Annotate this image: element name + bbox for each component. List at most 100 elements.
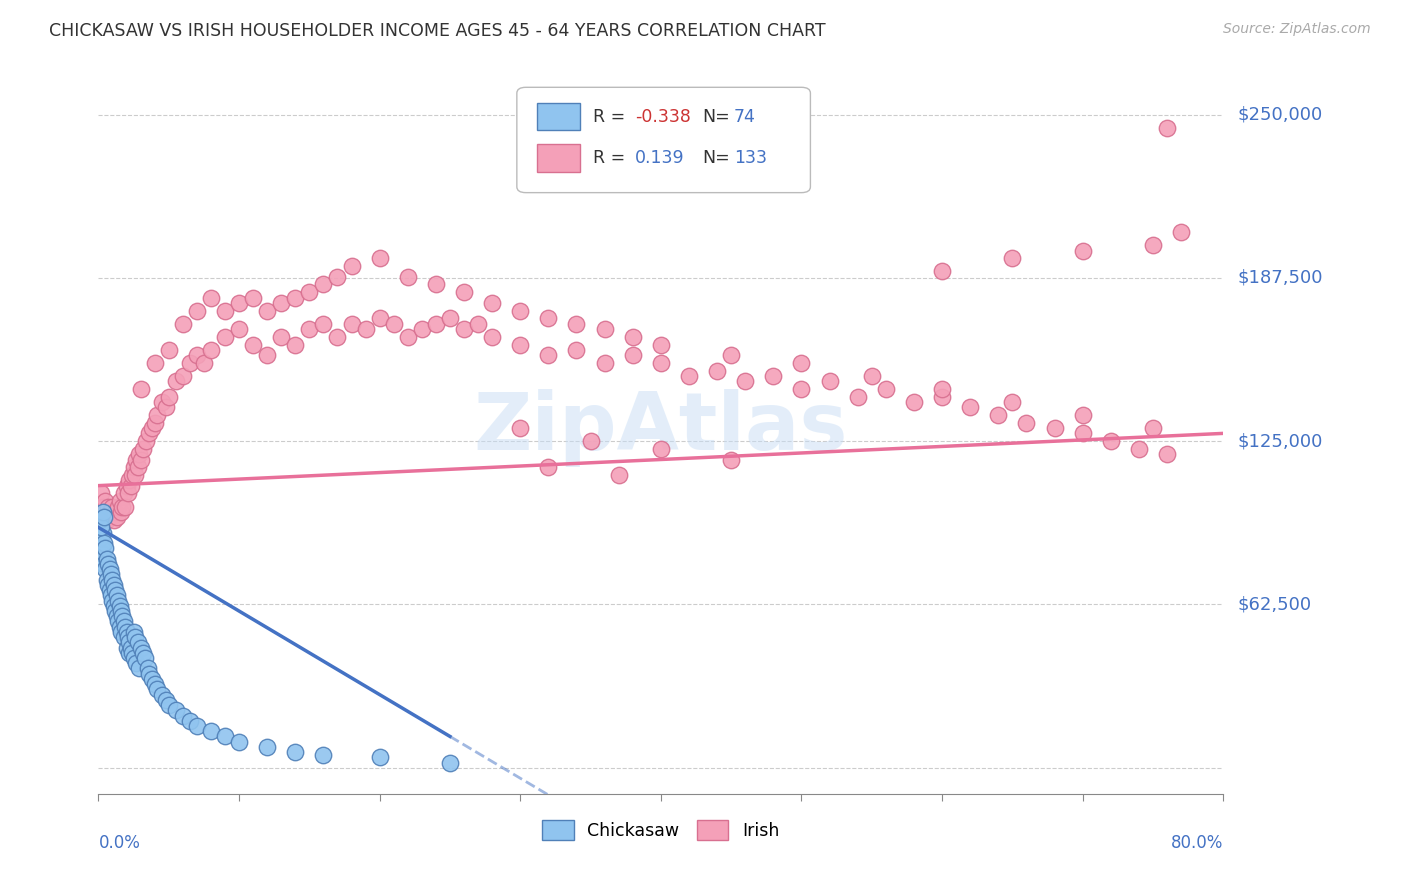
Point bbox=[125, 452, 148, 467]
Point bbox=[186, 303, 208, 318]
Point bbox=[734, 374, 756, 388]
Point bbox=[122, 651, 145, 665]
Point bbox=[100, 567, 122, 582]
Point bbox=[172, 368, 194, 383]
Point bbox=[242, 337, 264, 351]
Point bbox=[425, 317, 447, 331]
Point bbox=[509, 421, 531, 435]
Point bbox=[270, 330, 292, 344]
Point bbox=[128, 447, 150, 461]
Point bbox=[121, 646, 143, 660]
Point bbox=[112, 486, 135, 500]
Point bbox=[214, 330, 236, 344]
Point bbox=[101, 593, 124, 607]
Point bbox=[312, 317, 335, 331]
Legend: Chickasaw, Irish: Chickasaw, Irish bbox=[536, 814, 786, 847]
Point bbox=[155, 693, 177, 707]
Point bbox=[165, 374, 187, 388]
Point bbox=[120, 640, 142, 655]
Point bbox=[579, 434, 602, 449]
Point bbox=[111, 609, 134, 624]
Point bbox=[134, 651, 156, 665]
Point bbox=[1001, 395, 1024, 409]
Point bbox=[228, 295, 250, 310]
Point bbox=[790, 382, 813, 396]
Point bbox=[720, 348, 742, 362]
Point bbox=[157, 343, 180, 357]
Point bbox=[1156, 447, 1178, 461]
Point bbox=[136, 661, 159, 675]
Point bbox=[120, 478, 142, 492]
Point bbox=[678, 368, 700, 383]
Point bbox=[720, 452, 742, 467]
Bar bbox=[537, 103, 579, 130]
Point bbox=[132, 646, 155, 660]
Point bbox=[112, 630, 135, 644]
Point bbox=[368, 311, 391, 326]
Point bbox=[105, 609, 128, 624]
Point bbox=[354, 322, 377, 336]
Point bbox=[565, 317, 588, 331]
Point bbox=[105, 588, 128, 602]
Point bbox=[284, 337, 307, 351]
Point bbox=[537, 348, 560, 362]
Point bbox=[115, 478, 138, 492]
Point bbox=[425, 277, 447, 292]
Bar bbox=[537, 145, 579, 172]
Point bbox=[89, 531, 111, 545]
Point bbox=[326, 269, 349, 284]
Point bbox=[90, 520, 112, 534]
Point bbox=[155, 401, 177, 415]
Point bbox=[987, 408, 1010, 422]
Point bbox=[270, 295, 292, 310]
Point bbox=[256, 303, 278, 318]
Point bbox=[94, 541, 117, 556]
Point bbox=[1156, 120, 1178, 135]
Point bbox=[118, 635, 141, 649]
Point bbox=[200, 724, 222, 739]
Point bbox=[118, 646, 141, 660]
Point bbox=[621, 348, 644, 362]
Point bbox=[143, 356, 166, 370]
Text: N=: N= bbox=[703, 149, 730, 168]
Point bbox=[214, 303, 236, 318]
Point bbox=[97, 578, 120, 592]
Point bbox=[186, 348, 208, 362]
Point bbox=[107, 593, 129, 607]
Point bbox=[146, 408, 169, 422]
Point bbox=[90, 539, 112, 553]
Point bbox=[138, 426, 160, 441]
Point bbox=[453, 322, 475, 336]
Point bbox=[312, 747, 335, 762]
Point bbox=[186, 719, 208, 733]
Point bbox=[509, 303, 531, 318]
Point bbox=[93, 536, 115, 550]
Point bbox=[110, 505, 132, 519]
Point bbox=[91, 525, 114, 540]
Point bbox=[129, 452, 152, 467]
Point bbox=[128, 661, 150, 675]
Point bbox=[790, 356, 813, 370]
Point bbox=[124, 468, 146, 483]
Point bbox=[112, 615, 135, 629]
Point bbox=[1071, 426, 1094, 441]
Point bbox=[439, 311, 461, 326]
Point bbox=[115, 624, 138, 639]
Point bbox=[104, 505, 127, 519]
Point bbox=[298, 285, 321, 300]
Text: $125,000: $125,000 bbox=[1237, 433, 1323, 450]
Point bbox=[141, 421, 163, 435]
Point bbox=[1015, 416, 1038, 430]
Point bbox=[108, 599, 131, 613]
Point bbox=[593, 322, 616, 336]
Point bbox=[94, 494, 117, 508]
Point bbox=[621, 330, 644, 344]
Point bbox=[100, 510, 122, 524]
Text: $187,500: $187,500 bbox=[1237, 269, 1323, 287]
FancyBboxPatch shape bbox=[517, 87, 810, 193]
Point bbox=[96, 512, 118, 526]
Point bbox=[931, 382, 953, 396]
Point bbox=[129, 382, 152, 396]
Text: 80.0%: 80.0% bbox=[1171, 834, 1223, 852]
Point bbox=[129, 640, 152, 655]
